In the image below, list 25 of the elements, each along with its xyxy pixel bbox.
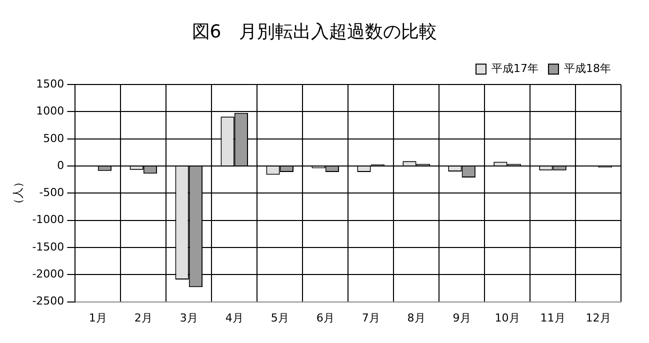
x-tick-label: 5月 <box>270 311 289 324</box>
legend-label: 平成17年 <box>492 62 539 75</box>
legend-label: 平成18年 <box>564 62 612 75</box>
x-tick-label: 7月 <box>362 311 380 324</box>
x-tick-label: 1月 <box>88 311 107 324</box>
y-tick-label: 1000 <box>36 104 64 118</box>
x-tick-label: 9月 <box>452 311 471 324</box>
y-tick-label: 1500 <box>36 77 64 90</box>
x-tick-label: 8月 <box>407 311 426 324</box>
x-tick-label: 2月 <box>134 311 152 324</box>
y-tick-label: 500 <box>43 132 64 145</box>
y-tick-label: -2500 <box>32 294 64 308</box>
y-axis-title: （人） <box>11 176 24 210</box>
chart-title: 図6 月別転出入超過数の比較 <box>192 21 438 42</box>
x-tick-label: 4月 <box>225 311 244 324</box>
x-tick-label: 3月 <box>180 311 198 324</box>
x-tick-label: 6月 <box>316 311 334 324</box>
x-tick-label: 12月 <box>586 311 611 324</box>
x-tick-label: 11月 <box>540 311 566 324</box>
y-tick-label: -500 <box>39 186 64 200</box>
x-tick-label: 10月 <box>494 311 520 324</box>
y-tick-label: -2000 <box>32 268 64 281</box>
y-tick-label: 0 <box>57 158 64 172</box>
y-tick-label: -1000 <box>32 213 64 226</box>
y-tick-label: -1500 <box>32 240 64 254</box>
